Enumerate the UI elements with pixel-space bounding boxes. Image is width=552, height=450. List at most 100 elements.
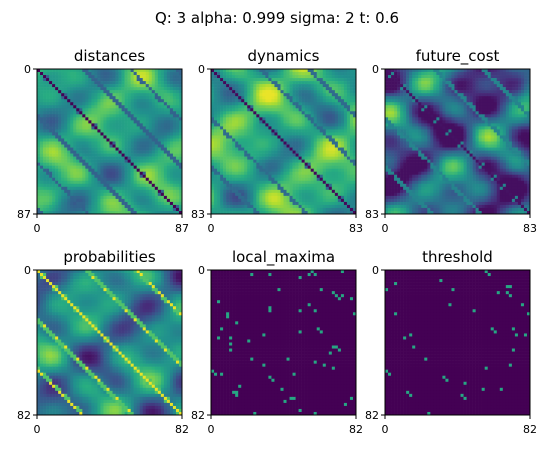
heatmap-cell — [175, 102, 180, 106]
heatmap-cell — [316, 108, 321, 112]
heatmap-cell — [169, 99, 174, 103]
heatmap-cell — [340, 153, 345, 157]
heatmap-cell — [253, 138, 257, 142]
heatmap-cell — [142, 177, 147, 182]
heatmap-cell — [145, 87, 150, 91]
heatmap-cell — [79, 138, 83, 142]
heatmap-cell — [253, 123, 257, 127]
heatmap-cell — [127, 153, 131, 157]
heatmap-cell — [295, 189, 299, 194]
heatmap-cell — [214, 150, 218, 154]
heatmap-cell — [139, 195, 144, 200]
heatmap-cell — [70, 174, 74, 179]
heatmap-cell — [211, 153, 215, 157]
heatmap-cell — [115, 153, 119, 157]
heatmap-cell — [310, 174, 315, 179]
heatmap-cell — [166, 153, 171, 157]
heatmap-cell — [100, 135, 104, 139]
heatmap-cell — [67, 186, 71, 191]
heatmap-cell — [91, 117, 95, 121]
heatmap-cell — [121, 81, 125, 85]
heatmap-cell — [301, 84, 305, 88]
heatmap-cell — [58, 126, 62, 130]
heatmap-cell — [76, 174, 80, 179]
heatmap-cell — [121, 177, 125, 182]
heatmap-cell — [241, 144, 245, 148]
heatmap-cell — [124, 69, 128, 73]
heatmap-cell — [148, 132, 153, 136]
heatmap-cell — [163, 198, 168, 203]
heatmap-cell — [94, 141, 98, 145]
heatmap-cell — [130, 135, 134, 139]
heatmap-cell — [232, 201, 236, 206]
heatmap-cell — [211, 198, 215, 203]
heatmap-cell — [268, 201, 272, 206]
heatmap-cell — [127, 99, 131, 103]
heatmap-cell — [241, 204, 245, 209]
heatmap-cell — [349, 168, 354, 173]
heatmap-cell — [253, 153, 257, 157]
heatmap-cell — [130, 165, 134, 169]
heatmap-cell — [151, 69, 156, 73]
heatmap-cell — [262, 90, 266, 94]
heatmap-cell — [337, 81, 342, 85]
heatmap-cell — [70, 69, 74, 73]
heatmap-cell — [175, 174, 180, 179]
heatmap-cell — [127, 120, 131, 124]
heatmap-cell — [127, 102, 131, 106]
heatmap-cell — [289, 198, 293, 203]
heatmap-cell — [157, 207, 162, 212]
heatmap-cell — [304, 177, 308, 182]
heatmap-cell — [67, 105, 71, 109]
heatmap-cell — [37, 147, 41, 151]
heatmap-cell — [214, 123, 218, 127]
heatmap-cell — [304, 99, 308, 103]
heatmap-cell — [238, 162, 242, 166]
heatmap-cell — [475, 72, 479, 76]
heatmap-cell — [238, 174, 242, 179]
heatmap-cell — [331, 99, 336, 103]
heatmap-cell — [139, 93, 144, 97]
heatmap-cell — [280, 201, 284, 206]
heatmap-cell — [64, 84, 68, 88]
heatmap-cell — [70, 144, 74, 148]
heatmap-cell — [331, 168, 336, 173]
heatmap-cell — [259, 150, 263, 154]
heatmap-cell — [232, 138, 236, 142]
heatmap-cell — [226, 168, 230, 173]
heatmap-cell — [223, 165, 227, 169]
heatmap-cell — [448, 90, 452, 94]
heatmap-cell — [349, 201, 354, 206]
heatmap-cell — [88, 171, 92, 176]
heatmap-cell — [235, 183, 239, 188]
heatmap-cell — [91, 192, 95, 197]
heatmap-cell — [259, 102, 263, 106]
heatmap-cell — [259, 156, 263, 160]
heatmap-cell — [67, 141, 71, 145]
heatmap-cell — [91, 189, 95, 194]
heatmap-cell — [79, 135, 83, 139]
heatmap-cell — [112, 210, 116, 215]
heatmap-cell — [52, 126, 56, 130]
heatmap-cell — [310, 117, 315, 121]
heatmap-cell — [289, 168, 293, 173]
heatmap-cell — [124, 195, 128, 200]
heatmap-cell — [310, 138, 315, 142]
heatmap-cell — [115, 141, 119, 145]
heatmap-cell — [118, 84, 122, 88]
heatmap-cell — [235, 171, 239, 176]
heatmap-cell — [97, 168, 101, 173]
heatmap-cell — [313, 192, 318, 197]
heatmap-cell — [295, 171, 299, 176]
heatmap-cell — [172, 207, 177, 212]
heatmap-cell — [145, 168, 150, 173]
heatmap-cell — [157, 96, 162, 100]
heatmap-cell — [49, 186, 53, 191]
heatmap-cell — [478, 87, 482, 91]
heatmap-cell — [157, 81, 162, 85]
heatmap-cell — [58, 96, 62, 100]
heatmap-cell — [133, 177, 137, 182]
heatmap-cell — [502, 78, 507, 82]
heatmap-cell — [250, 96, 254, 100]
heatmap-cell — [262, 105, 266, 109]
